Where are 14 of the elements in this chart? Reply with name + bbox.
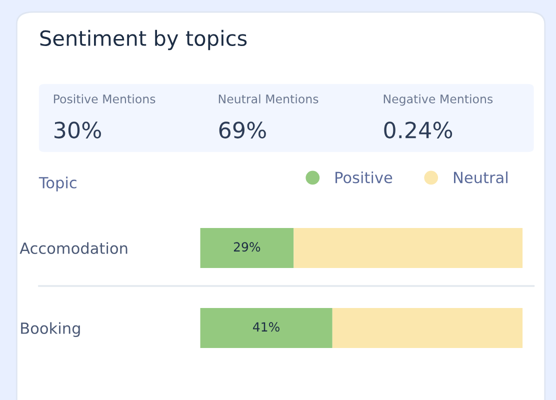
text: 0.24% [384, 122, 452, 138]
y-axis-title: Topic [38, 176, 76, 192]
y-tick-label: Booking [21, 322, 80, 337]
text: Positive Mentions [54, 94, 156, 104]
data-label: 29% [234, 242, 260, 252]
text: Negative Mentions [384, 94, 493, 106]
data-label: 41% [252, 322, 280, 332]
y-tick-label: Accomodation [20, 242, 128, 254]
legend-label: Neutral [454, 171, 508, 184]
chart-title: Sentiment by topics [40, 30, 247, 50]
text: Neutral Mentions [218, 94, 318, 104]
text: 69% [219, 122, 266, 138]
legend-label: Positive [336, 171, 392, 184]
text: 30% [54, 122, 101, 138]
